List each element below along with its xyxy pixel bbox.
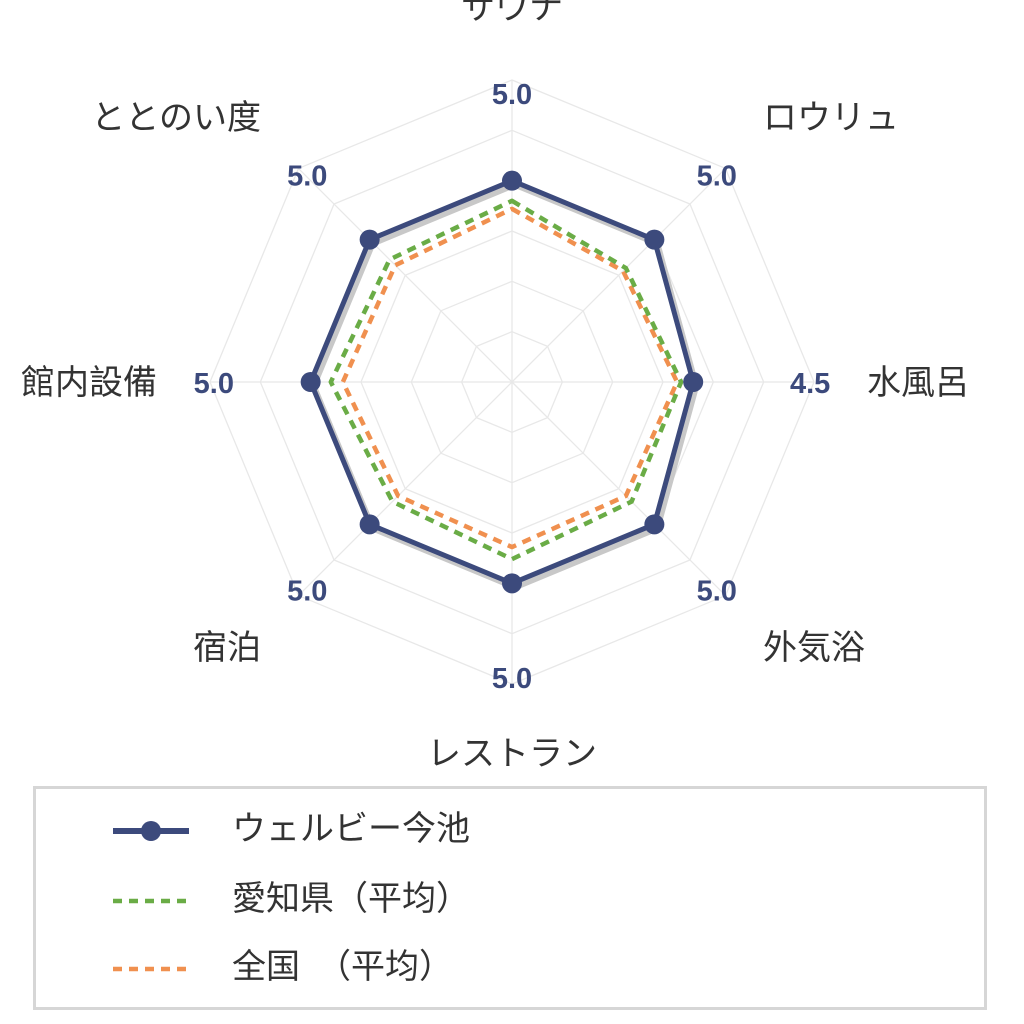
series-point-0-4 xyxy=(502,573,522,594)
grid-spoke-5 xyxy=(297,381,513,597)
value-label-1: 5.0 xyxy=(697,160,737,192)
legend-item-1: 愛知県（平均） xyxy=(36,871,984,931)
series-point-0-6 xyxy=(300,372,321,392)
axis-label-7: ととのい度 xyxy=(91,98,261,138)
value-label-6: 5.0 xyxy=(194,368,234,400)
axis-label-6: 館内設備 xyxy=(21,363,157,403)
series-line-1 xyxy=(328,198,684,562)
grid-spoke-7 xyxy=(297,167,513,383)
value-label-7: 5.0 xyxy=(287,160,327,192)
axis-label-0: サウナ xyxy=(461,0,563,28)
axis-label-5: 宿泊 xyxy=(193,628,261,668)
axis-label-3: 外気浴 xyxy=(763,628,865,668)
legend-label-2: 全国 （平均） xyxy=(232,947,453,987)
series-point-0-2 xyxy=(683,372,704,392)
series-point-0-0 xyxy=(502,170,522,191)
grid-spoke-3 xyxy=(511,381,727,597)
legend-swatch-1 xyxy=(113,898,189,904)
series-point-0-7 xyxy=(359,229,380,250)
value-label-3: 5.0 xyxy=(697,576,737,608)
series-point-0-5 xyxy=(359,514,380,535)
radar-grid xyxy=(209,79,815,685)
series-point-0-3 xyxy=(644,514,665,535)
legend: ウェルビー今池 愛知県（平均） 全国 （平均） xyxy=(33,786,987,1010)
legend-label-1: 愛知県（平均） xyxy=(232,879,470,919)
series-line-2 xyxy=(340,206,680,550)
legend-item-0: ウェルビー今池 xyxy=(36,801,984,861)
legend-label-0: ウェルビー今池 xyxy=(232,809,470,849)
grid-spoke-1 xyxy=(511,167,727,383)
legend-item-2: 全国 （平均） xyxy=(36,939,984,999)
value-label-4: 5.0 xyxy=(492,663,532,695)
value-label-2: 4.5 xyxy=(790,368,830,400)
value-label-0: 5.0 xyxy=(492,79,532,111)
value-label-5: 5.0 xyxy=(287,576,327,608)
axis-label-2: 水風呂 xyxy=(867,363,969,403)
legend-swatch-0 xyxy=(113,821,189,841)
radar-series xyxy=(300,170,704,594)
axis-label-4: レストラン xyxy=(427,734,597,774)
series-point-0-1 xyxy=(644,229,665,250)
legend-swatch-2 xyxy=(113,966,189,972)
axis-label-1: ロウリュ xyxy=(763,98,899,138)
